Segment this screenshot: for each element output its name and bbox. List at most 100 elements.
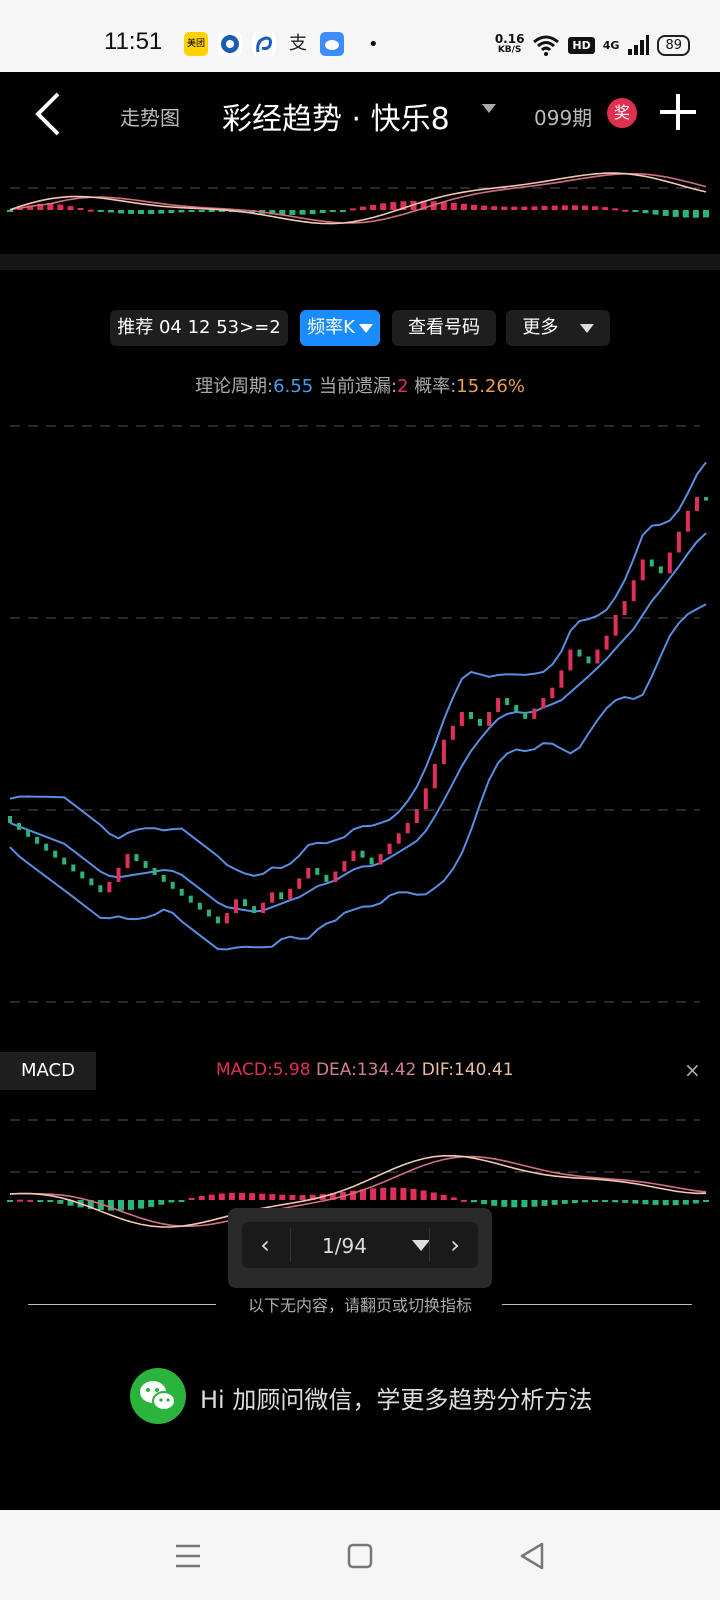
candle — [631, 580, 636, 602]
macd-bar — [198, 210, 205, 212]
lower-band-line — [9, 603, 707, 951]
macd-bar — [128, 210, 134, 214]
candle — [378, 854, 383, 865]
candle — [243, 899, 247, 907]
candle — [676, 531, 681, 553]
upper-band-line — [9, 461, 707, 877]
next-page-button[interactable]: › — [450, 1231, 460, 1259]
macd-bar — [501, 206, 508, 210]
macd-bar — [703, 210, 709, 218]
more-button[interactable]: 更多 — [506, 310, 610, 346]
macd-bar — [77, 208, 84, 210]
frequency-k-chart[interactable] — [0, 412, 720, 1032]
macd-chart — [7, 1119, 709, 1228]
period-label[interactable]: 099期 — [534, 106, 593, 130]
macd-bar — [450, 1197, 457, 1200]
macd-bar — [592, 206, 598, 210]
macd-bar — [481, 1200, 488, 1205]
macd-bar — [107, 1200, 114, 1211]
macd-bar — [521, 1200, 528, 1208]
candle — [252, 906, 257, 913]
candle — [224, 913, 229, 924]
more-dropdown-icon — [579, 323, 594, 333]
view-numbers-button[interactable]: 查看号码 — [392, 310, 496, 346]
macd-bar — [168, 1200, 175, 1203]
close-icon[interactable]: × — [684, 1058, 701, 1082]
frequency-k-button[interactable]: 频率K — [300, 310, 380, 346]
macd-bar — [682, 210, 689, 218]
candle — [649, 559, 654, 567]
prize-badge[interactable]: 奖 — [607, 98, 637, 128]
macd-bar — [67, 206, 74, 210]
home-icon[interactable] — [340, 1536, 380, 1576]
title-dropdown-icon[interactable] — [482, 104, 496, 113]
macd-value: MACD:5.98 — [216, 1060, 311, 1080]
cloud-icon — [320, 32, 344, 56]
page-title[interactable]: 彩经趋势 · 快乐8 — [222, 102, 450, 137]
candle — [387, 843, 392, 855]
macd-bar — [47, 1200, 54, 1202]
candle — [206, 909, 211, 917]
candle — [414, 809, 419, 823]
macd-bar — [329, 1193, 336, 1200]
prev-page-button[interactable]: ‹ — [260, 1231, 270, 1259]
menu-icon[interactable] — [168, 1536, 208, 1576]
candle — [324, 874, 329, 882]
macd-bar — [17, 207, 24, 210]
macd-bar — [188, 210, 195, 212]
candle — [152, 868, 157, 875]
macd-bar — [158, 1200, 165, 1205]
candle — [604, 635, 609, 650]
net-unit: KB/S — [497, 45, 522, 55]
candle — [134, 854, 139, 861]
candle — [360, 850, 365, 858]
candle — [107, 881, 112, 893]
macd-bar — [148, 1200, 155, 1207]
candle — [351, 850, 356, 862]
macd-bar — [481, 205, 488, 210]
candle — [35, 836, 40, 844]
candle — [116, 868, 121, 882]
macd-bar — [582, 205, 588, 210]
wechat-promo-text[interactable]: Hi 加顾问微信，学更多趋势分析方法 — [200, 1386, 593, 1414]
candle — [98, 885, 103, 893]
page-indicator[interactable]: 1/94 — [322, 1234, 367, 1258]
macd-bar — [299, 210, 306, 215]
status-time: 11:51 — [104, 28, 163, 55]
macd-bar — [692, 210, 699, 218]
candle — [62, 857, 67, 865]
back-arrow-icon[interactable] — [28, 90, 68, 138]
macd-bar — [682, 1200, 689, 1205]
end-note: 以下无内容，请翻页或切换指标 — [247, 1296, 472, 1315]
candle — [658, 566, 663, 574]
macd-bar — [339, 210, 346, 212]
candle — [8, 816, 12, 823]
trend-chart-link[interactable]: 走势图 — [120, 106, 180, 130]
candle — [315, 868, 320, 875]
signal-icon — [628, 35, 650, 55]
macd-bar — [612, 208, 619, 211]
candle — [143, 861, 148, 868]
period-theory-label: 理论周期: — [195, 376, 274, 397]
plus-icon[interactable] — [658, 88, 698, 136]
back-icon[interactable] — [512, 1536, 552, 1576]
signal-label: 4G — [602, 38, 620, 52]
macd-bar — [178, 1200, 185, 1202]
candle — [53, 850, 58, 858]
macd-bar — [521, 206, 528, 210]
battery-indicator: 89 — [657, 34, 690, 56]
macd-bar — [17, 1199, 24, 1202]
macd-tab[interactable]: MACD — [0, 1052, 96, 1090]
macd-bar — [632, 1200, 639, 1204]
recommend-button[interactable]: 推荐 04 12 53>=2 — [110, 310, 288, 346]
macd-bar — [582, 1200, 588, 1203]
macd-bar — [138, 1200, 145, 1209]
macd-bar — [622, 1200, 629, 1203]
macd-bar — [370, 1188, 377, 1200]
candle — [342, 861, 347, 872]
page-dropdown-icon[interactable] — [412, 1240, 430, 1251]
candle — [704, 497, 708, 501]
wechat-icon[interactable] — [130, 1368, 186, 1424]
end-line-left — [28, 1304, 216, 1305]
macd-bar — [289, 1195, 296, 1200]
